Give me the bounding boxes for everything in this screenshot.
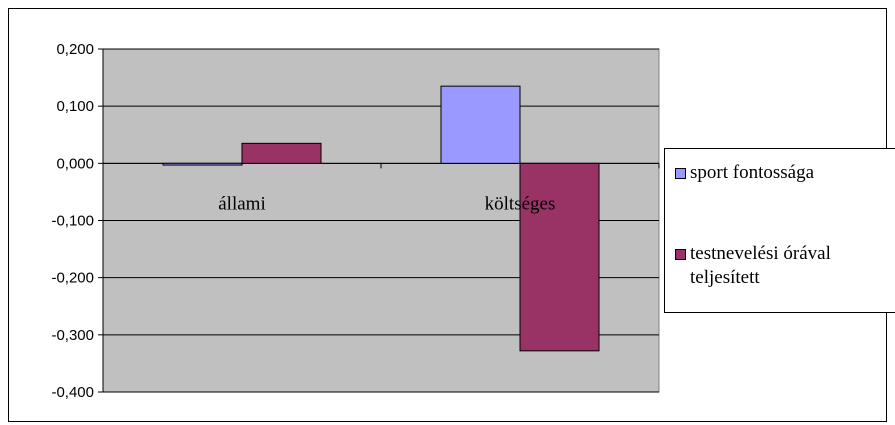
category-label-0: állami (218, 193, 265, 214)
bar-series0-1 (440, 85, 521, 164)
y-tick-label: 0,100 (56, 98, 94, 115)
bar-series1-0 (241, 142, 322, 164)
y-tick-label: -0,200 (51, 270, 94, 287)
chart-svg: 0,2000,1000,000-0,100-0,200-0,300-0,400 … (51, 41, 660, 401)
legend-swatch-testnevelesi (675, 249, 686, 260)
legend-label-sport-fontossaga: sport fontossága (690, 162, 815, 183)
category-labels: állami költséges (218, 193, 555, 214)
y-tick-label: -0,400 (51, 384, 94, 401)
legend-swatch-sport-fontossaga (675, 168, 686, 179)
y-tick-label: -0,100 (51, 213, 94, 230)
chart-frame: 0,200 0,100 0,000 -0,100 -0,200 -0,300 -0,400 … (8, 8, 895, 422)
y-tick-label: 0,000 (56, 155, 94, 172)
legend-label-testnevelesi-line1: testnevelési órával (690, 243, 831, 264)
legend: sport fontossága testnevelési órával tel… (664, 148, 895, 313)
y-axis: 0,200 0,100 0,000 -0,100 -0,200 -0,300 -0,400 (51, 41, 104, 401)
bar-series0-0 (162, 162, 243, 166)
bars (162, 85, 600, 352)
category-label-1: költséges (485, 193, 556, 214)
y-tick-label: -0,300 (51, 327, 94, 344)
y-tick-label: 0,200 (56, 41, 94, 58)
bar-series1-1 (519, 162, 600, 352)
legend-label-testnevelesi-line2: teljesített (690, 267, 760, 288)
